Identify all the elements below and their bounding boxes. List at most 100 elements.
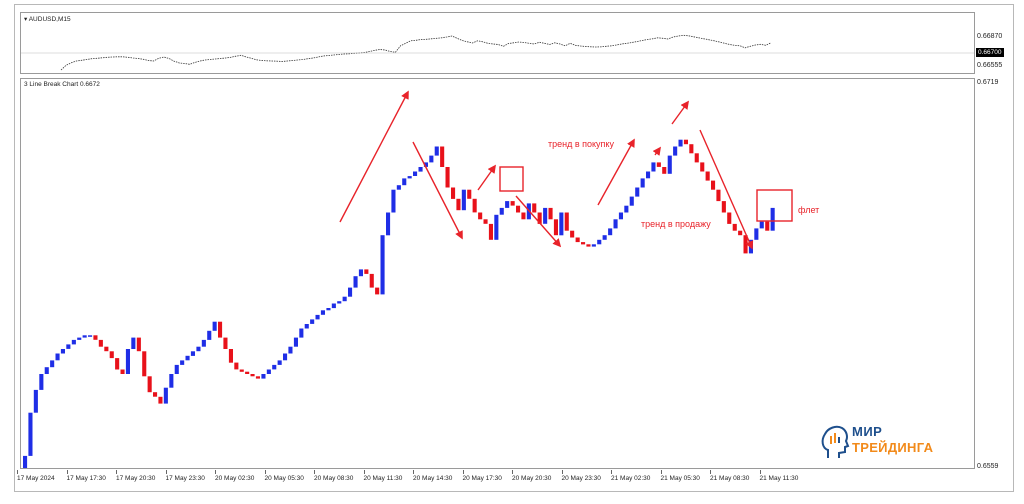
line-break-block bbox=[223, 337, 228, 349]
line-break-block bbox=[158, 396, 163, 404]
line-break-block bbox=[743, 235, 748, 254]
x-tick-label: 21 May 11:30 bbox=[759, 475, 799, 482]
line-break-block bbox=[272, 364, 277, 370]
line-break-block bbox=[320, 310, 325, 315]
line-break-block bbox=[342, 296, 347, 302]
x-tick-mark bbox=[66, 470, 68, 474]
x-tick-mark bbox=[17, 470, 18, 474]
top-price-1: 0.66870 bbox=[977, 33, 1003, 40]
line-break-block bbox=[380, 235, 385, 295]
line-break-block bbox=[754, 228, 759, 240]
line-break-block bbox=[375, 287, 380, 295]
line-break-block bbox=[234, 362, 239, 370]
annotation-downtrend: тренд в продажу bbox=[641, 219, 711, 229]
line-break-block bbox=[721, 201, 726, 213]
line-break-block bbox=[770, 207, 775, 231]
x-tick-label: 17 May 23:30 bbox=[165, 475, 205, 482]
top-price-3: 0.66555 bbox=[977, 62, 1003, 69]
x-tick-mark bbox=[710, 470, 711, 474]
line-break-block bbox=[310, 319, 315, 324]
terminal-window: ▾ AUDUSD,M15 0.66870 0.66700 0.66555 3 L… bbox=[14, 4, 1014, 492]
x-tick-mark bbox=[759, 470, 761, 474]
x-tick-label: 20 May 17:30 bbox=[462, 475, 502, 482]
logo-text-top: МИР bbox=[852, 424, 883, 439]
line-break-block bbox=[55, 353, 60, 361]
line-break-block bbox=[662, 167, 667, 174]
line-break-block bbox=[640, 178, 645, 188]
x-tick-mark bbox=[116, 470, 117, 474]
line-break-block bbox=[77, 337, 82, 340]
line-break-block bbox=[293, 337, 298, 347]
line-break-block bbox=[618, 212, 623, 220]
line-break-block bbox=[516, 205, 521, 213]
line-break-block bbox=[104, 346, 109, 352]
x-tick-mark bbox=[660, 470, 662, 474]
line-break-block bbox=[23, 455, 28, 468]
line-break-block bbox=[683, 139, 688, 145]
x-tick-label: 20 May 11:30 bbox=[363, 475, 403, 482]
line-break-block bbox=[548, 207, 553, 220]
line-break-block bbox=[673, 146, 678, 156]
x-tick-label: 20 May 08:30 bbox=[314, 475, 354, 482]
line-break-block bbox=[656, 162, 661, 167]
x-tick-mark bbox=[413, 470, 414, 474]
line-break-block bbox=[526, 203, 531, 220]
line-break-block bbox=[461, 189, 466, 211]
chart-label: 3 Line Break Chart 0.6672 bbox=[24, 81, 100, 88]
line-break-block bbox=[467, 189, 472, 199]
line-break-block bbox=[207, 330, 212, 340]
line-break-block bbox=[608, 228, 613, 236]
x-tick-mark bbox=[314, 470, 315, 474]
line-break-block bbox=[245, 371, 250, 374]
line-break-block bbox=[429, 155, 434, 163]
line-break-block bbox=[602, 235, 607, 240]
line-break-block bbox=[261, 374, 266, 379]
line-break-block bbox=[353, 276, 358, 288]
x-tick-mark bbox=[264, 470, 266, 474]
line-break-block bbox=[66, 344, 71, 349]
price-line-pane[interactable]: ▾ AUDUSD,M15 bbox=[20, 12, 975, 74]
line-break-block bbox=[386, 212, 391, 236]
line-break-block bbox=[28, 412, 33, 456]
line-break-block bbox=[147, 376, 152, 393]
x-tick-label: 21 May 08:30 bbox=[710, 475, 750, 482]
line-break-block bbox=[396, 185, 401, 190]
line-break-block bbox=[239, 369, 244, 372]
line-break-block bbox=[434, 146, 439, 156]
line-break-block bbox=[201, 339, 206, 347]
x-tick-label: 20 May 05:30 bbox=[264, 475, 304, 482]
main-price-bottom: 0.6559 bbox=[977, 463, 999, 470]
line-break-pane[interactable]: 3 Line Break Chart 0.6672 bbox=[20, 78, 975, 469]
line-break-block bbox=[553, 219, 558, 236]
line-break-block bbox=[44, 367, 49, 374]
line-break-block bbox=[315, 314, 320, 320]
line-break-block bbox=[635, 187, 640, 197]
head-candles-icon bbox=[821, 425, 850, 458]
line-break-block bbox=[82, 335, 87, 338]
x-tick-mark bbox=[611, 470, 612, 474]
x-tick-label: 20 May 14:30 bbox=[413, 475, 453, 482]
line-break-block bbox=[494, 214, 499, 240]
line-break-block bbox=[716, 189, 721, 202]
line-break-block bbox=[537, 212, 542, 224]
x-tick-mark bbox=[561, 470, 563, 474]
line-break-block bbox=[277, 360, 282, 365]
line-break-block bbox=[505, 201, 510, 208]
line-break-block bbox=[451, 187, 456, 199]
line-break-block bbox=[185, 355, 190, 361]
line-break-block bbox=[646, 171, 651, 179]
line-break-block bbox=[196, 346, 201, 352]
line-break-block bbox=[109, 351, 114, 359]
line-break-block bbox=[613, 219, 618, 229]
line-break-block bbox=[440, 146, 445, 167]
line-break-block bbox=[228, 349, 233, 363]
logo-text-bottom: ТРЕЙДИНГА bbox=[852, 440, 934, 455]
x-tick-label: 20 May 23:30 bbox=[561, 475, 601, 482]
x-tick-label: 21 May 02:30 bbox=[611, 475, 651, 482]
x-tick-label: 20 May 02:30 bbox=[215, 475, 255, 482]
line-break-block bbox=[50, 360, 55, 368]
x-tick-label: 17 May 20:30 bbox=[116, 475, 156, 482]
line-break-block bbox=[445, 167, 450, 188]
x-tick-label: 21 May 05:30 bbox=[660, 475, 700, 482]
line-break-block bbox=[651, 162, 656, 172]
